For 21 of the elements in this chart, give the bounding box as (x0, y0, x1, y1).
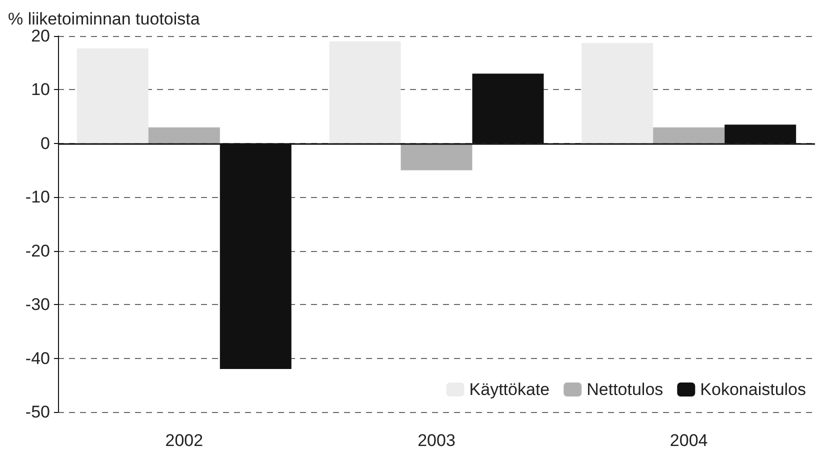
y-tick-label: -30 (25, 295, 50, 314)
y-tick-label: -50 (25, 402, 50, 422)
bar (76, 48, 148, 144)
x-tick-label: 2002 (165, 431, 204, 449)
legend-label: Kokonaistulos (700, 380, 806, 399)
bar (329, 41, 401, 144)
y-tick-label: -40 (25, 348, 50, 368)
bar (400, 143, 472, 170)
legend-label: Nettotulos (586, 380, 664, 399)
x-tick-label: 2003 (418, 431, 456, 449)
y-tick-label: 10 (31, 80, 50, 100)
bar (582, 42, 654, 144)
y-axis-title: % liiketoiminnan tuotoista (8, 10, 200, 29)
y-tick-label: 0 (40, 134, 50, 153)
x-tick-label: 2004 (670, 431, 708, 449)
legend-label: Käyttökate (469, 380, 550, 399)
bar (148, 127, 220, 144)
bar (653, 127, 725, 144)
y-tick-label: -10 (25, 188, 50, 207)
y-tick-label: -20 (25, 241, 50, 260)
y-tick-label: 20 (31, 26, 50, 46)
